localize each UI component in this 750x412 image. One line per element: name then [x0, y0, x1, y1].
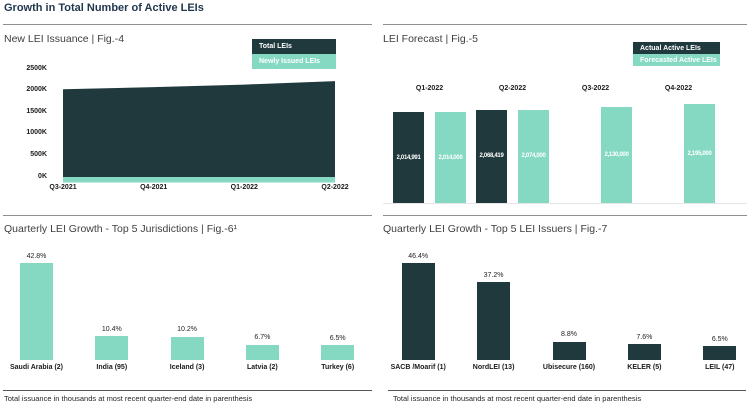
fig4-y-tick: 2500K	[26, 64, 47, 72]
fig7-value-label: 8.8%	[561, 331, 577, 339]
fig5-legend: Actual Active LEIs Forecasted Active LEI…	[633, 42, 720, 66]
fig6-value-label: 10.2%	[177, 326, 198, 334]
fig6-category-label: India (95)	[96, 363, 128, 371]
fig5-bar-value-label: 2,068,419	[479, 153, 504, 160]
fig6-value-label: 6.5%	[329, 334, 346, 342]
fig5-quarter-label: Q2-2022	[498, 85, 527, 92]
fig4-y-tick: 0K	[38, 172, 47, 180]
fig7-bar	[703, 346, 737, 360]
fig5-forecast-bar: 2,130,000	[601, 106, 632, 203]
fig4-x-tick: Q2-2022	[321, 184, 349, 191]
fig6-category-label: Saudi Arabia (2)	[9, 363, 64, 371]
legend-item-actual-active-leis: Actual Active LEIs	[633, 42, 720, 54]
divider-middle-right	[383, 215, 747, 216]
fig5-forecast-bar: 2,195,000	[684, 104, 715, 203]
divider-top-right	[383, 24, 747, 25]
fig7-bar	[627, 344, 661, 360]
fig6-value-label: 42.8%	[26, 252, 47, 260]
newly-issued-leis-area	[63, 177, 335, 183]
total-leis-area	[63, 81, 335, 177]
fig7-heading: Quarterly LEI Growth - Top 5 LEI Issuers…	[383, 223, 608, 235]
fig4-y-tick: 1500K	[26, 107, 47, 115]
fig6-bar	[20, 263, 53, 360]
fig7-bar	[477, 282, 511, 360]
fig6-footnote: Total issuance in thousands at most rece…	[4, 394, 253, 403]
fig7-category-label: NordLEI (13)	[472, 363, 515, 371]
fig6-heading: Quarterly LEI Growth - Top 5 Jurisdictio…	[4, 223, 238, 235]
divider-footnote-right	[388, 390, 746, 391]
fig4-x-tick: Q4-2021	[140, 184, 168, 191]
fig7-bar	[552, 341, 586, 360]
fig5-bar-value-label: 2,014,991	[396, 154, 421, 161]
fig4-heading: New LEI Issuance | Fig.-4	[4, 33, 125, 45]
divider-top-left	[3, 24, 372, 25]
fig7-footnote: Total issuance in thousands at most rece…	[393, 394, 642, 403]
fig7-value-label: 46.4%	[408, 252, 429, 260]
fig4-area-plot	[63, 81, 335, 183]
fig6-bar	[245, 344, 279, 360]
fig6-bar	[95, 336, 129, 360]
fig5-quarter-label: Q1-2022	[415, 85, 444, 92]
legend-item-newly-issued-leis: Newly Issued LEIs	[252, 54, 336, 69]
fig7-value-label: 6.5%	[711, 335, 728, 343]
fig6-value-label: 10.4%	[101, 325, 122, 333]
fig5-actual-bar: 2,068,419	[476, 109, 507, 203]
divider-middle-left	[3, 215, 372, 216]
fig5-bar-value-label: 2,130,000	[604, 151, 629, 158]
fig6-category-label: Turkey (6)	[321, 363, 355, 371]
fig7-value-label: 7.6%	[636, 333, 653, 341]
fig4-y-tick: 500K	[30, 150, 47, 158]
fig7-category-label: KELER (5)	[627, 363, 662, 371]
fig5-baseline	[383, 203, 747, 204]
fig5-bar-value-label: 2,074,000	[521, 153, 546, 160]
fig7-category-label: Ubisecure (160)	[542, 363, 596, 371]
fig5-bar-value-label: 2,014,000	[438, 154, 463, 161]
legend-item-total-leis: Total LEIs	[252, 39, 336, 54]
legend-item-forecasted-active-leis: Forecasted Active LEIs	[633, 54, 720, 66]
fig5-bar-value-label: 2,195,000	[687, 150, 712, 157]
fig5-actual-bar: 2,014,991	[393, 112, 424, 203]
fig6-value-label: 6.7%	[254, 334, 271, 342]
fig4-legend: Total LEIs Newly Issued LEIs	[252, 39, 336, 69]
fig5-forecast-bar: 2,074,000	[518, 109, 549, 203]
fig4-x-tick: Q1-2022	[230, 184, 258, 191]
fig5-heading: LEI Forecast | Fig.-5	[383, 33, 478, 45]
fig7-value-label: 37.2%	[483, 271, 504, 279]
fig4-y-tick: 1000K	[26, 129, 47, 137]
fig7-category-label: SACB /Moarif (1)	[390, 363, 446, 371]
fig7-category-label: LEIL (47)	[705, 363, 735, 371]
fig5-forecast-bar: 2,014,000	[435, 112, 466, 203]
fig5-quarter-label: Q3-2022	[581, 85, 610, 92]
fig5-quarter-label: Q4-2022	[664, 85, 693, 92]
fig4-x-tick: Q3-2021	[49, 184, 77, 191]
fig6-category-label: Latvia (2)	[247, 363, 278, 371]
fig6-bar	[170, 336, 204, 360]
fig6-bar	[321, 345, 355, 360]
fig4-y-tick: 2000K	[26, 86, 47, 94]
page-title: Growth in Total Number of Active LEIs	[4, 2, 204, 14]
divider-footnote-left	[3, 390, 372, 391]
fig7-bar	[401, 263, 435, 360]
fig6-category-label: Iceland (3)	[169, 363, 205, 371]
